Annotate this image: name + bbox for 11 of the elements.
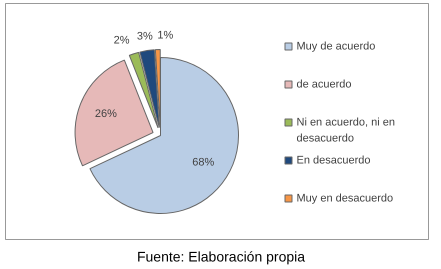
source-note: Fuente: Elaboración propia: [136, 248, 306, 264]
data-label: 68%: [192, 156, 215, 169]
data-label: 2%: [114, 34, 130, 46]
legend-label: Muy en desacuerdo: [296, 192, 394, 204]
data-label: 26%: [94, 108, 118, 120]
legend-label: Muy de acuerdo: [296, 40, 376, 52]
legend-label: En desacuerdo: [296, 154, 370, 166]
legend-label: Ni en acuerdo, ni en desacuerdo: [296, 116, 395, 144]
legend-label: de acuerdo: [296, 78, 352, 90]
data-label: 1%: [157, 30, 174, 42]
data-label: 3%: [136, 30, 154, 43]
